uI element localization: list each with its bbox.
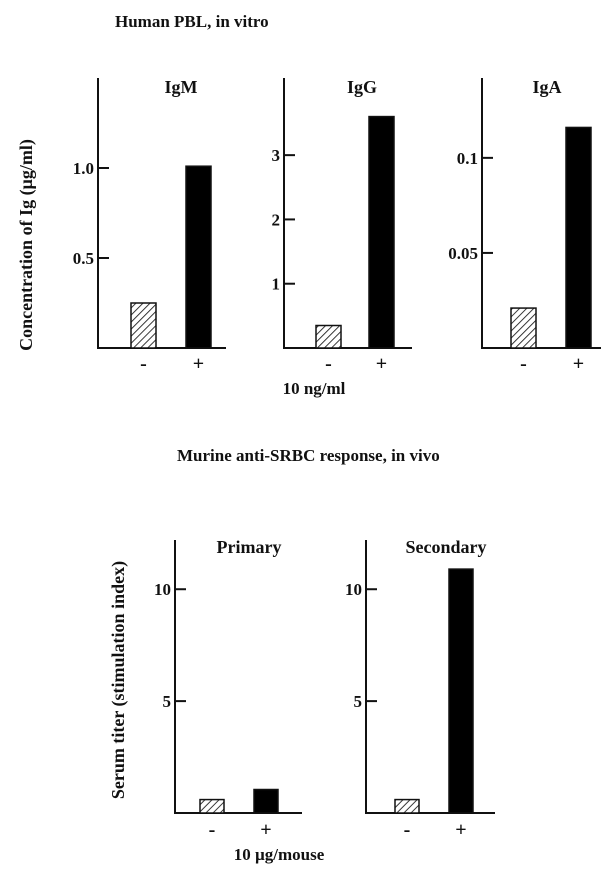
y-tick-label: 5 — [354, 692, 363, 711]
category-label: + — [376, 353, 387, 375]
panel-title: Primary — [217, 537, 282, 557]
panel-title: Secondary — [406, 537, 487, 557]
panel-igg: IgG 1 2 3 - + — [272, 77, 412, 375]
top-y-axis-label: Concentration of Ig (µg/ml) — [16, 139, 37, 351]
control-bar — [394, 798, 420, 814]
panel-title: IgA — [532, 77, 561, 97]
panel-iga: IgA 0.05 0.1 - + — [448, 77, 601, 375]
category-label: - — [209, 819, 216, 841]
treated-bar — [368, 115, 395, 349]
category-label: + — [573, 353, 584, 375]
y-tick-label: 0.5 — [73, 249, 94, 268]
bottom-section-title: Murine anti-SRBC response, in vivo — [177, 446, 440, 465]
y-tick-label: 1.0 — [73, 159, 94, 178]
panel-title: IgG — [347, 77, 377, 97]
bottom-y-axis-label: Serum titer (stimulation index) — [108, 561, 129, 799]
treated-bar — [565, 126, 592, 349]
category-label: + — [455, 819, 466, 841]
treated-bar — [185, 165, 212, 349]
category-label: - — [325, 353, 332, 375]
category-label: + — [260, 819, 271, 841]
category-label: - — [140, 353, 147, 375]
treated-bar — [253, 788, 279, 814]
panel-secondary: Secondary 5 10 - + — [345, 537, 495, 841]
category-label: - — [520, 353, 527, 375]
y-tick-label: 0.05 — [448, 244, 478, 263]
control-bar — [315, 324, 342, 349]
panel-igm: IgM 0.5 1.0 - + — [73, 77, 226, 375]
y-tick-label: 10 — [154, 580, 171, 599]
top-section-title: Human PBL, in vitro — [115, 12, 269, 31]
category-label: + — [193, 353, 204, 375]
bottom-x-axis-label: 10 µg/mouse — [234, 845, 325, 864]
y-tick-label: 2 — [272, 210, 281, 229]
y-tick-label: 5 — [163, 692, 172, 711]
treated-bar — [448, 568, 474, 814]
panel-title: IgM — [165, 77, 198, 97]
y-tick-label: 10 — [345, 580, 362, 599]
control-bar — [199, 798, 225, 814]
top-x-axis-label: 10 ng/ml — [283, 379, 346, 398]
control-bar — [130, 302, 157, 349]
y-tick-label: 1 — [272, 275, 281, 294]
panel-primary: Primary 5 10 - + — [154, 537, 302, 841]
y-tick-label: 0.1 — [457, 149, 478, 168]
y-tick-label: 3 — [272, 146, 281, 165]
category-label: - — [404, 819, 411, 841]
control-bar — [510, 307, 537, 349]
